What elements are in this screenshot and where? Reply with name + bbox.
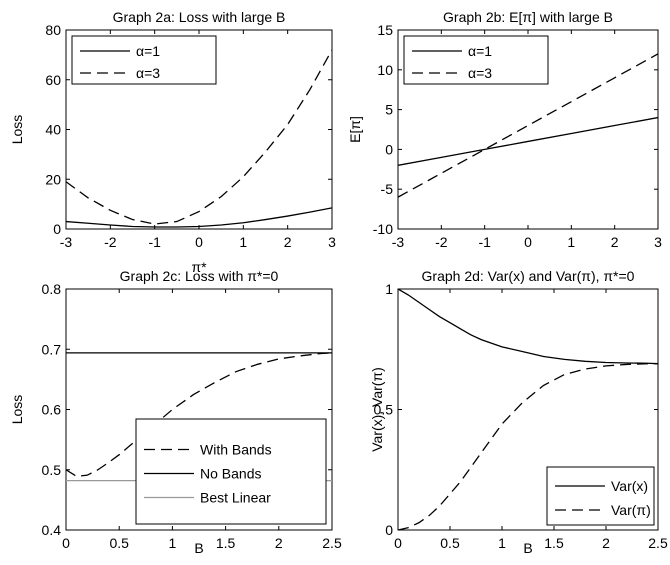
y-tick-label: 10 (377, 62, 393, 78)
y-tick-label: 0 (385, 522, 393, 538)
y-tick-label: 40 (45, 122, 61, 138)
x-tick-label: -3 (392, 234, 405, 250)
y-tick-label: 0.7 (42, 341, 62, 357)
y-tick-label: 0 (53, 221, 61, 237)
y-tick-label: 0.5 (42, 462, 62, 478)
x-tick-label: 0 (394, 535, 402, 551)
x-tick-label: 1 (567, 234, 575, 250)
x-tick-label: 2 (602, 535, 610, 551)
x-tick-label: -3 (60, 234, 73, 250)
x-tick-label: 0 (195, 234, 203, 250)
y-axis-label-2c: Loss (9, 395, 25, 425)
x-tick-label: 1 (169, 535, 177, 551)
x-tick-label: 1.5 (544, 535, 564, 551)
x-tick-label: 2.5 (322, 535, 342, 551)
x-tick-label: 2 (275, 535, 283, 551)
legend-entry-label: α=3 (136, 65, 160, 81)
y-tick-label: -5 (381, 181, 394, 197)
x-axis-label-2c: B (194, 540, 203, 556)
y-axis-label-2a: Loss (9, 115, 25, 145)
x-tick-label: 0.5 (109, 535, 129, 551)
legend-entry-label: Var(π) (611, 502, 651, 518)
y-tick-label: 0.4 (42, 522, 62, 538)
series-line-2b-1 (398, 53, 658, 198)
legend-2d (546, 466, 655, 526)
legend-entry-label: Best Linear (200, 490, 271, 506)
x-tick-label: 0 (524, 234, 532, 250)
legend-entry-label: Var(x) (611, 478, 648, 494)
legend-entry-label: α=1 (468, 43, 492, 59)
legend-entry-label: No Bands (200, 466, 261, 482)
legend-entry-label: α=1 (136, 43, 160, 59)
x-tick-label: -1 (148, 234, 161, 250)
x-tick-label: 1 (239, 234, 247, 250)
x-tick-label: 3 (328, 234, 336, 250)
x-tick-label: 2 (284, 234, 292, 250)
chart-title-2b: Graph 2b: E[π] with large B (443, 9, 613, 25)
series-line-2a-0 (66, 207, 332, 228)
y-tick-label: 80 (45, 22, 61, 38)
series-line-2b-0 (398, 116, 658, 166)
x-tick-label: 1.5 (216, 535, 236, 551)
y-axis-label-2b: E[π] (347, 116, 363, 143)
x-tick-label: 0 (62, 535, 70, 551)
legend-2a (71, 35, 217, 85)
x-tick-label: 2 (611, 234, 619, 250)
y-tick-label: -10 (373, 221, 393, 237)
y-tick-label: 15 (377, 22, 393, 38)
x-tick-label: 1 (498, 535, 506, 551)
y-tick-label: 0.8 (42, 281, 62, 297)
y-tick-label: 1 (385, 281, 393, 297)
series-line-2d-1 (398, 363, 658, 530)
x-tick-label: -2 (435, 234, 448, 250)
x-axis-label-2a: π* (191, 259, 207, 275)
series-line-2c-0 (66, 352, 332, 478)
series-line-2a-1 (66, 49, 332, 225)
chart-title-2a: Graph 2a: Loss with large B (113, 9, 286, 25)
x-axis-label-2d: B (523, 540, 532, 556)
x-tick-label: -1 (478, 234, 491, 250)
y-tick-label: 0.5 (374, 402, 394, 418)
y-tick-label: 5 (385, 102, 393, 118)
legend-entry-label: With Bands (200, 442, 272, 458)
legend-2c (135, 418, 327, 525)
x-tick-label: 0.5 (440, 535, 460, 551)
legend-entry-label: α=3 (468, 65, 492, 81)
y-axis-label-2d: Var(x), Var(π) (369, 367, 385, 452)
y-tick-label: 0.6 (42, 402, 62, 418)
chart-title-2d: Graph 2d: Var(x) and Var(π), π*=0 (422, 268, 635, 284)
legend-2b (403, 35, 549, 85)
series-line-2d-0 (398, 289, 658, 365)
x-tick-label: 2.5 (648, 535, 668, 551)
y-tick-label: 20 (45, 171, 61, 187)
x-tick-label: -2 (104, 234, 117, 250)
y-tick-label: 0 (385, 141, 393, 157)
y-tick-label: 60 (45, 72, 61, 88)
x-tick-label: 3 (654, 234, 662, 250)
chart-title-2c: Graph 2c: Loss with π*=0 (120, 268, 279, 284)
